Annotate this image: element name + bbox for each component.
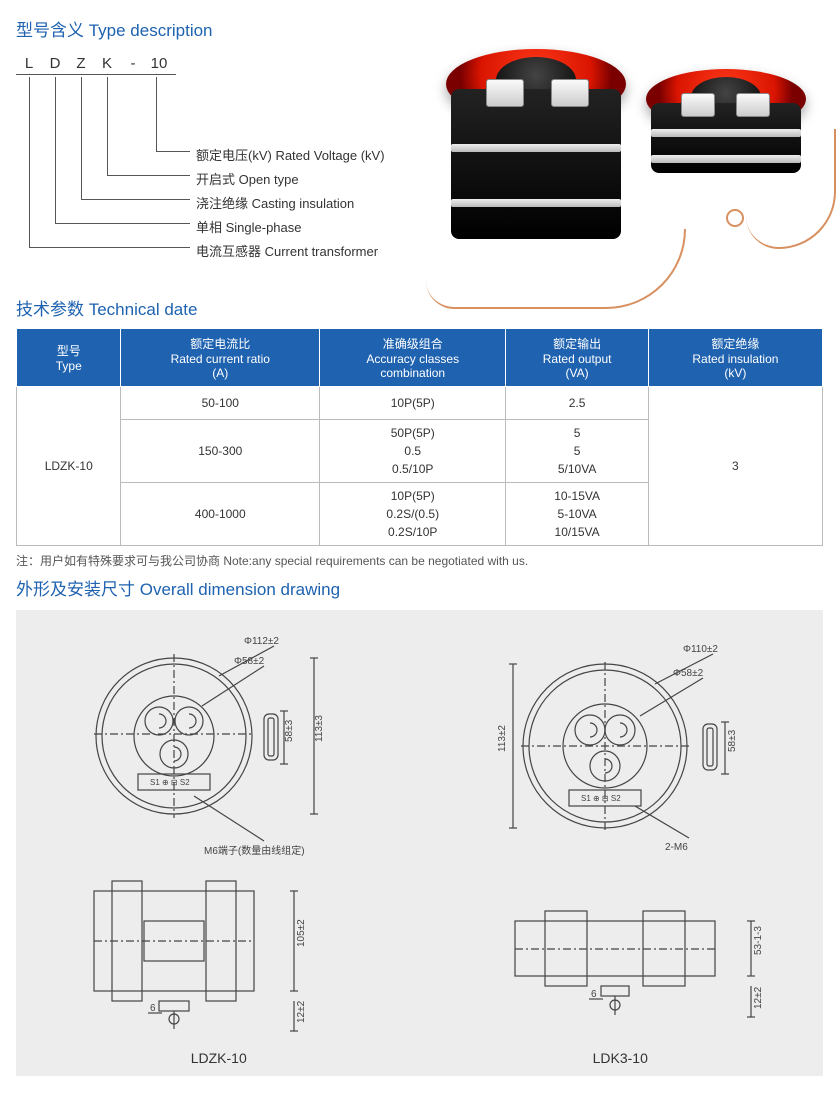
ratio-cell: 400-1000 (121, 483, 320, 546)
svg-text:M6端子(数量由线组定): M6端子(数量由线组定) (204, 844, 305, 857)
acc-cell: 10P(5P)0.2S/(0.5)0.2S/10P (320, 483, 506, 546)
code-letter: K (94, 55, 120, 74)
th-ratio: 额定电流比Rated current ratio(A) (121, 329, 320, 387)
out-cell: 10-15VA5-10VA10/15VA (506, 483, 648, 546)
ratio-cell: 50-100 (121, 387, 320, 420)
svg-text:12±2: 12±2 (296, 1001, 307, 1024)
drawing-left: S1 ⊕ ⊟ S2 Φ112±2 Φ58±2 58±3 113±3 M6端子(数… (34, 626, 404, 1066)
legend-text: 单相 Single-phase (196, 220, 302, 235)
legend-row: 单相 Single-phase (196, 217, 302, 236)
svg-text:Φ112±2: Φ112±2 (244, 636, 279, 647)
code-letter: Z (68, 55, 94, 74)
legend-text: 额定电压(kV) Rated Voltage (kV) (196, 148, 385, 163)
th-acc: 准确级组合Accuracy classescombination (320, 329, 506, 387)
table-note: 注：用户如有特殊要求可与我公司协商 Note:any special requi… (16, 552, 823, 569)
table-row: LDZK-10 50-100 10P(5P) 2.5 3 (17, 387, 823, 420)
th-insul: 额定绝缘Rated insulation(kV) (648, 329, 822, 387)
svg-text:113±2: 113±2 (497, 725, 508, 752)
svg-text:105±2: 105±2 (296, 919, 307, 947)
svg-text:Φ58±2: Φ58±2 (234, 656, 265, 667)
svg-text:Φ58±2: Φ58±2 (673, 668, 704, 679)
svg-text:S1 ⊕ ⊟ S2: S1 ⊕ ⊟ S2 (150, 778, 190, 787)
svg-text:12±2: 12±2 (753, 987, 764, 1010)
legend-text: 电流互感器 Current transformer (196, 244, 378, 259)
code-letter: D (42, 55, 68, 74)
ratio-cell: 150-300 (121, 420, 320, 483)
acc-cell: 50P(5P)0.50.5/10P (320, 420, 506, 483)
th-type: 型号Type (17, 329, 121, 387)
svg-text:6: 6 (591, 989, 597, 1000)
type-description-block: L D Z K - 10 额定电压(kV) Rated Voltage (kV)… (16, 49, 823, 289)
legend-row: 浇注绝缘 Casting insulation (196, 193, 354, 212)
svg-text:Φ110±2: Φ110±2 (683, 644, 718, 655)
svg-text:2-M6: 2-M6 (665, 842, 688, 853)
section-title-type: 型号含义 Type description (16, 16, 823, 41)
svg-text:53-1-3: 53-1-3 (753, 926, 764, 955)
legend-row: 额定电压(kV) Rated Voltage (kV) (196, 145, 385, 164)
legend-text: 开启式 Open type (196, 172, 299, 187)
legend-row: 电流互感器 Current transformer (196, 241, 378, 260)
svg-text:6: 6 (150, 1003, 156, 1014)
legend-row: 开启式 Open type (196, 169, 299, 188)
out-cell: 555/10VA (506, 420, 648, 483)
drawing-label: LDK3-10 (435, 1050, 805, 1066)
insul-cell: 3 (648, 387, 822, 546)
drawing-label: LDZK-10 (34, 1050, 404, 1066)
type-cell: LDZK-10 (17, 387, 121, 546)
svg-text:58±3: 58±3 (284, 720, 295, 743)
acc-cell: 10P(5P) (320, 387, 506, 420)
code-letter: - (120, 55, 146, 74)
code-diagram: L D Z K - 10 额定电压(kV) Rated Voltage (kV)… (16, 49, 416, 267)
section-title-tech: 技术参数 Technical date (16, 295, 823, 320)
th-out: 额定输出Rated output(VA) (506, 329, 648, 387)
product-photo (416, 49, 823, 289)
tech-table: 型号Type 额定电流比Rated current ratio(A) 准确级组合… (16, 328, 823, 546)
section-title-drw: 外形及安装尺寸 Overall dimension drawing (16, 575, 823, 600)
code-letter: 10 (146, 55, 172, 74)
svg-text:S1 ⊕ ⊟ S2: S1 ⊕ ⊟ S2 (581, 794, 621, 803)
drawing-right: S1 ⊕ ⊟ S2 Φ110±2 Φ58±2 113±2 58±3 2-M6 (435, 626, 805, 1066)
out-cell: 2.5 (506, 387, 648, 420)
svg-text:58±3: 58±3 (727, 730, 738, 753)
code-letters-row: L D Z K - 10 (16, 55, 176, 75)
svg-text:113±3: 113±3 (314, 715, 325, 742)
legend-text: 浇注绝缘 Casting insulation (196, 196, 354, 211)
code-letter: L (16, 55, 42, 74)
drawing-area: S1 ⊕ ⊟ S2 Φ112±2 Φ58±2 58±3 113±3 M6端子(数… (16, 610, 823, 1076)
